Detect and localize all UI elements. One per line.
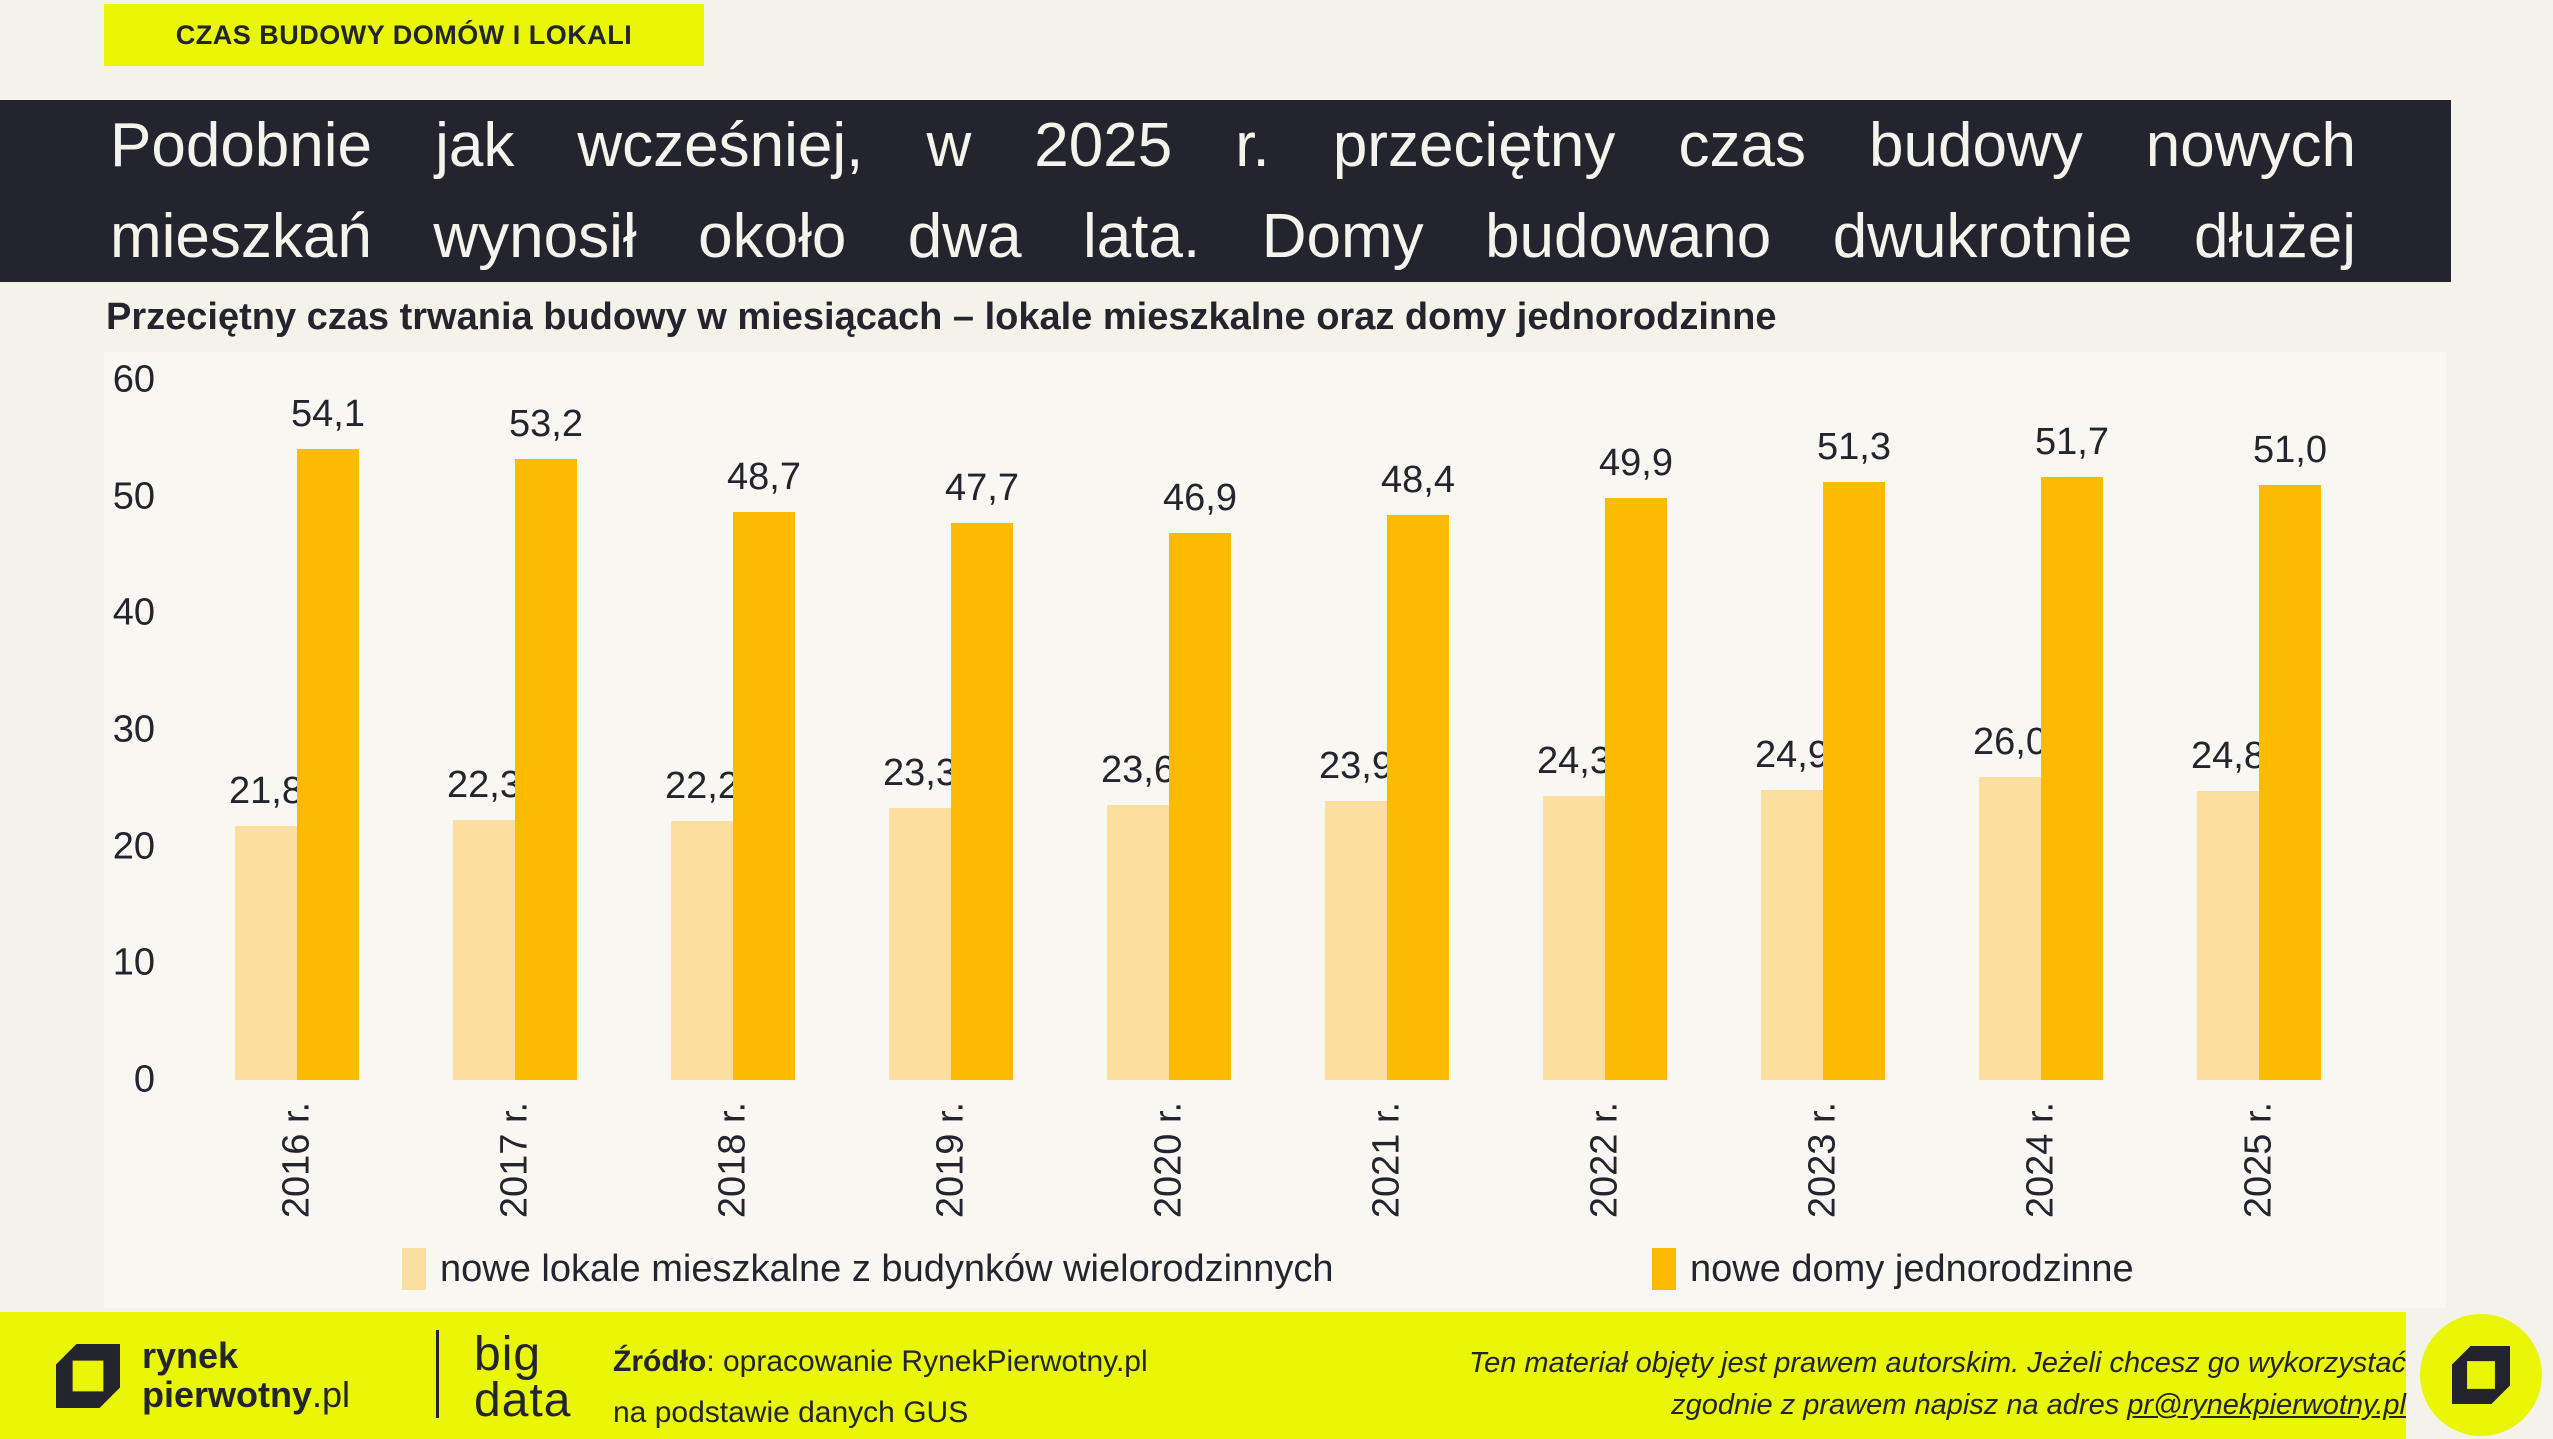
chart-panel	[104, 352, 2446, 1308]
legend-label-lokale: nowe lokale mieszkalne z budynków wielor…	[440, 1247, 1334, 1290]
headline-line-2: mieszkań wynosił około dwa lata. Domy bu…	[110, 202, 2356, 271]
source-line-1: Źródło: opracowanie RynekPierwotny.pl	[613, 1345, 1148, 1378]
brand-logo-icon-circle	[2452, 1346, 2510, 1404]
copyright-line-2: zgodnie z prawem napisz na adres pr@ryne…	[1671, 1389, 2406, 1421]
legend-item-domy: nowe domy jednorodzinne	[1652, 1246, 2134, 1292]
headline-banner: Podobnie jak wcześniej, w 2025 r. przeci…	[0, 100, 2451, 282]
headline-line-1: Podobnie jak wcześniej, w 2025 r. przeci…	[110, 111, 2356, 180]
footer-circle-badge	[2420, 1314, 2542, 1436]
copyright-note: Ten materiał objęty jest prawem autorski…	[1406, 1342, 2406, 1426]
bigdata-logo: big data	[474, 1328, 572, 1427]
brand-logo-icon	[56, 1344, 120, 1408]
brand-logo-line2: pierwotny.pl	[142, 1374, 351, 1415]
source-line-2: na podstawie danych GUS	[613, 1396, 969, 1429]
brand-logo-line1: rynek	[142, 1335, 239, 1376]
footer-bar	[0, 1312, 2406, 1439]
chart-title: Przeciętny czas trwania budowy w miesiąc…	[106, 296, 1777, 338]
top-badge-label: CZAS BUDOWY DOMÓW I LOKALI	[175, 19, 633, 50]
legend-swatch-lokale	[402, 1248, 426, 1290]
copyright-line-1: Ten materiał objęty jest prawem autorski…	[1469, 1347, 2406, 1379]
email-link[interactable]: pr@rynekpierwotny.pl	[2127, 1389, 2406, 1421]
footer-divider	[436, 1330, 439, 1418]
legend-swatch-domy	[1652, 1248, 1676, 1290]
brand-logo-text: rynek pierwotny.pl	[142, 1336, 350, 1414]
source-note: Źródło: opracowanie RynekPierwotny.pl na…	[613, 1336, 1148, 1438]
top-badge: CZAS BUDOWY DOMÓW I LOKALI	[104, 4, 704, 66]
legend-label-domy: nowe domy jednorodzinne	[1690, 1247, 2134, 1290]
legend-item-lokale: nowe lokale mieszkalne z budynków wielor…	[402, 1246, 1333, 1292]
